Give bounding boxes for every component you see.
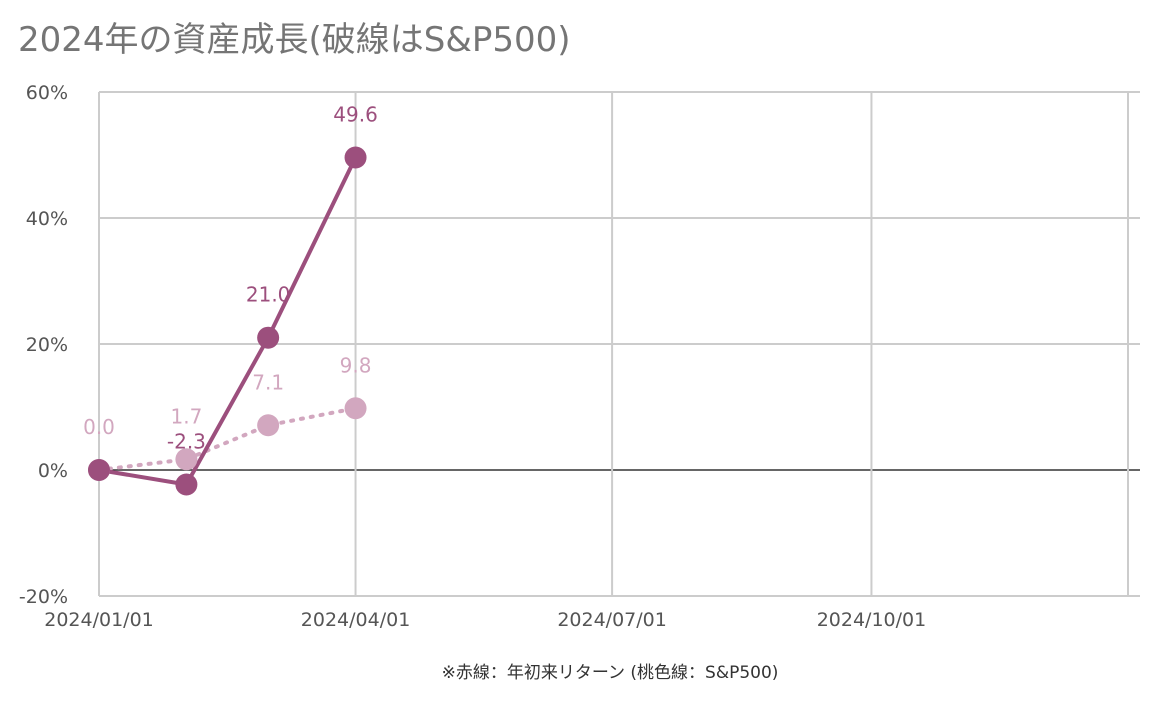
x-tick-label: 2024/04/01 [301,609,411,631]
benchmark-data-label: 1.7 [170,404,202,428]
return-data-label: 21.0 [246,283,291,307]
y-tick-label: 0% [38,460,68,482]
benchmark-series-line [97,406,358,472]
benchmark-data-point [344,397,367,420]
y-tick-label: 20% [26,334,68,356]
benchmark-data-label: 9.8 [340,353,372,377]
return-data-label: -2.3 [167,429,206,453]
benchmark-data-label: 0.0 [83,415,115,439]
x-tick-label: 2024/07/01 [557,609,667,631]
return-data-point [175,473,198,496]
return-data-point [344,146,367,169]
return-series-line [97,155,358,487]
x-tick-label: 2024/10/01 [817,609,927,631]
y-tick-label: 60% [26,82,68,104]
y-tick-label: 40% [26,208,68,230]
return-data-point [88,459,110,481]
benchmark-data-point [175,448,198,471]
chart-caption: ※赤線：年初来リターン (桃色線：S&P500) [442,663,779,683]
benchmark-data-label: 7.1 [252,370,284,394]
benchmark-data-point [257,414,280,437]
y-tick-label: -20% [19,586,68,608]
chart-title: 2024年の資産成長(破線はS&P500) [18,20,571,60]
return-data-point [257,326,280,349]
x-tick-label: 2024/01/01 [44,609,154,631]
return-data-label: 49.6 [333,103,378,127]
